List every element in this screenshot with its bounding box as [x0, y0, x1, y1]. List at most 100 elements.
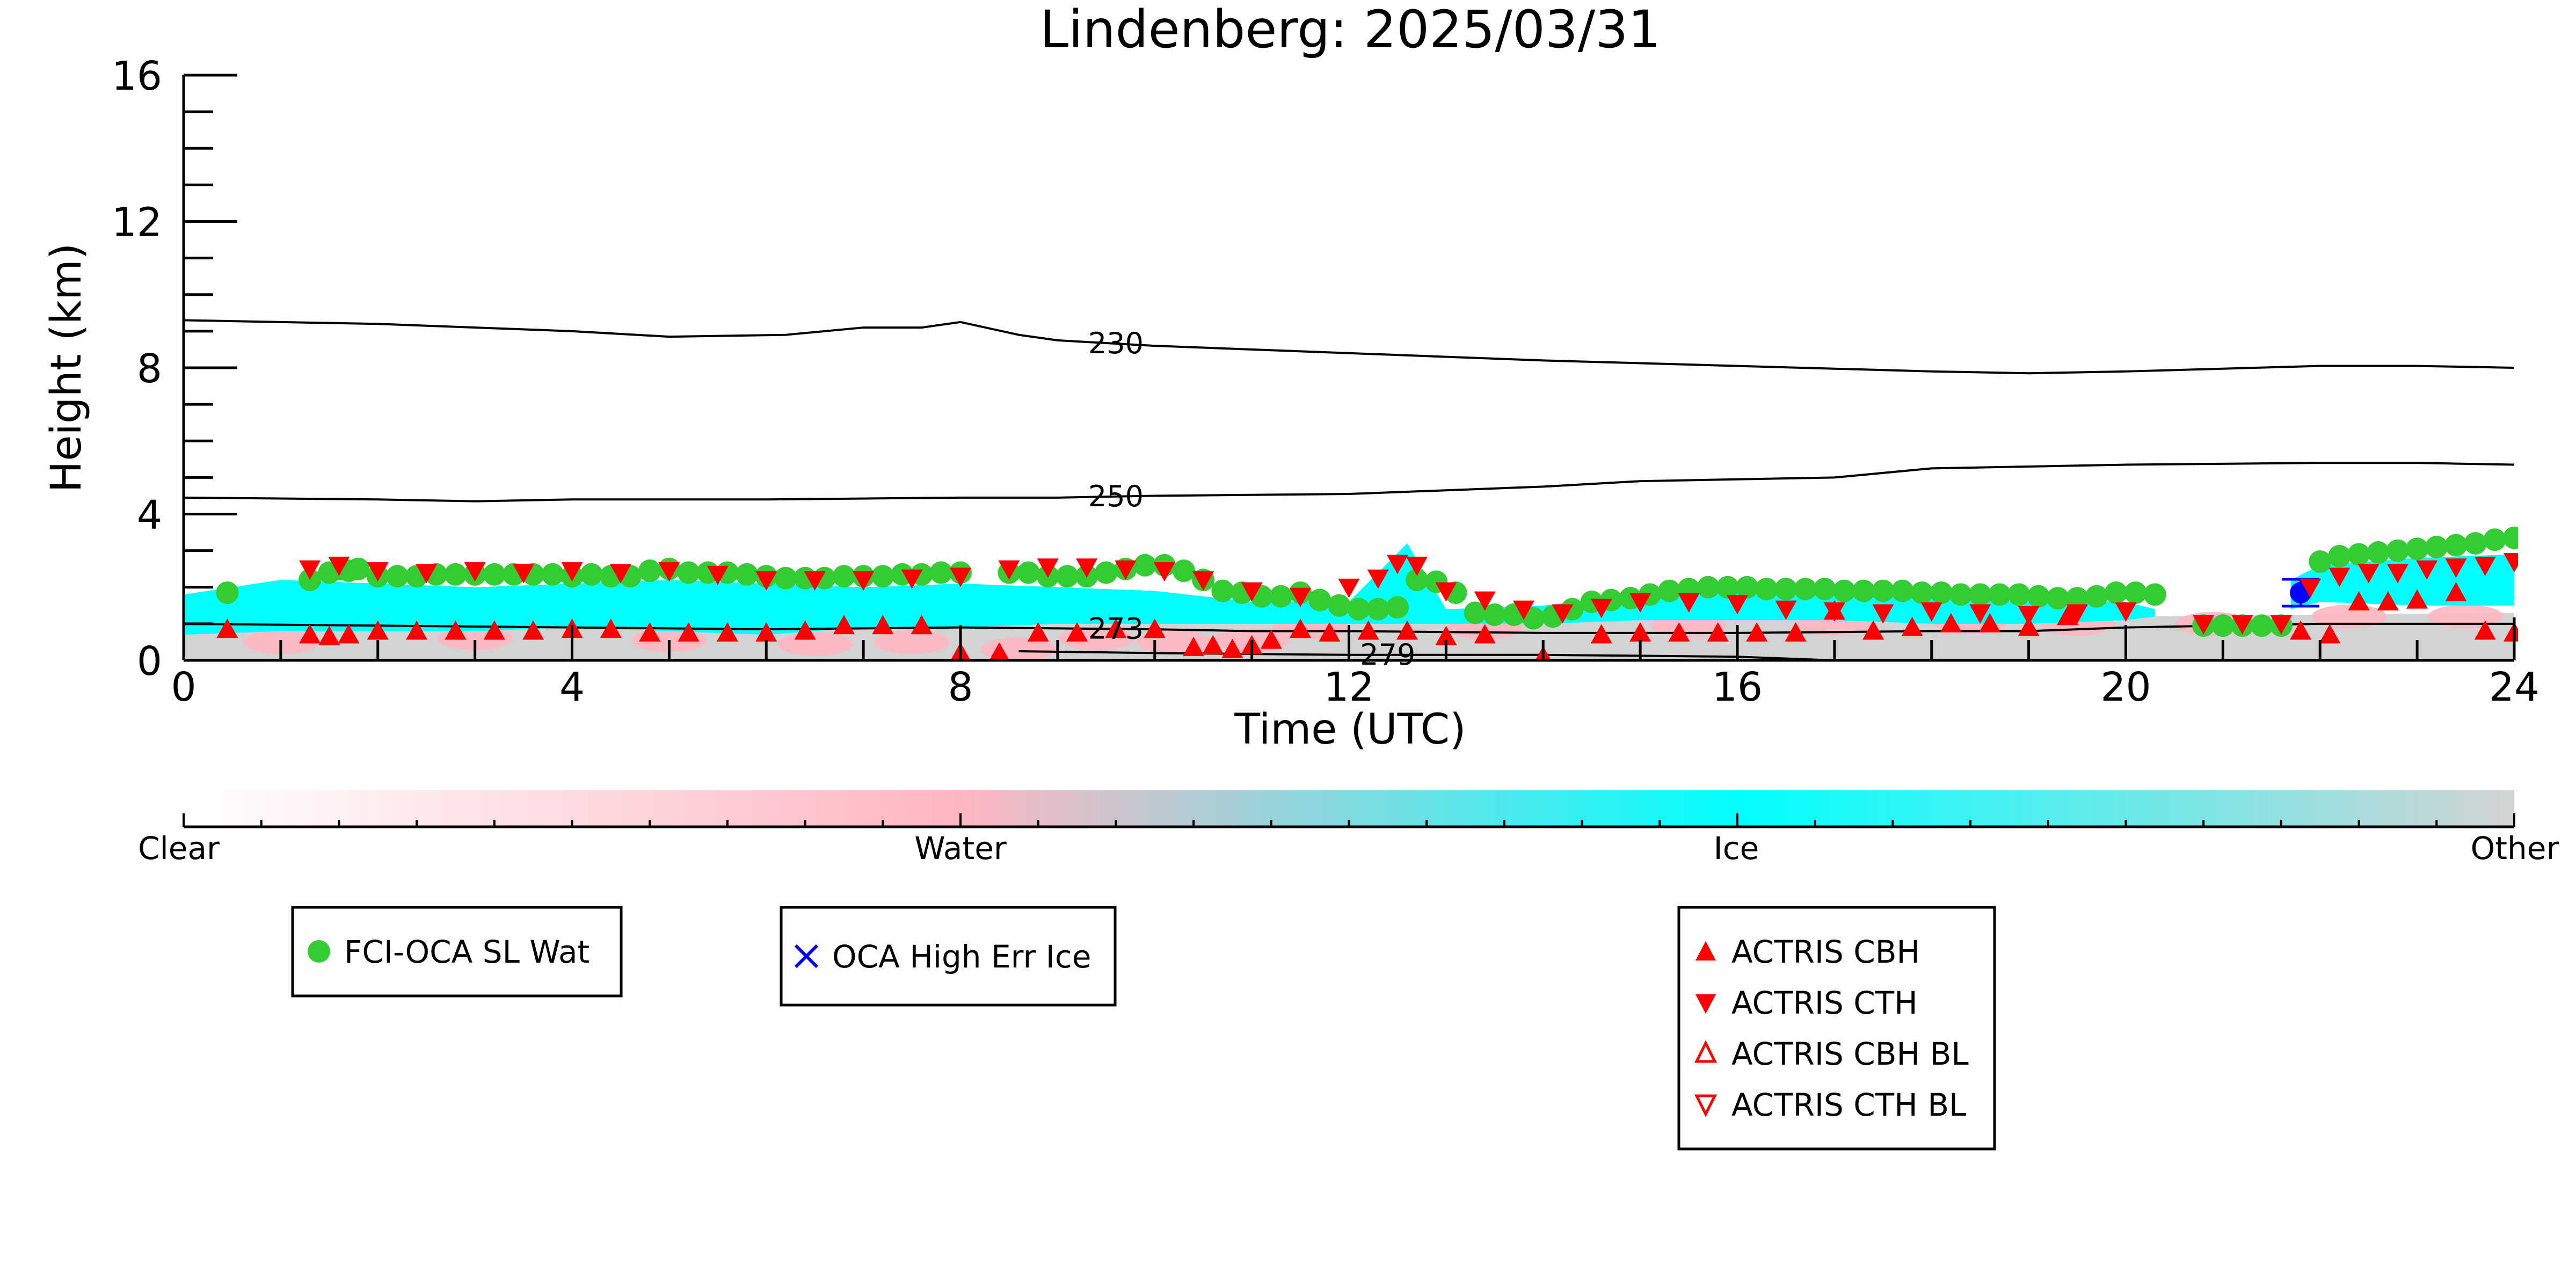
data-point-triangle-up [1260, 629, 1282, 649]
contour-label-279: 279 [1360, 638, 1415, 672]
data-point-circle [541, 563, 564, 586]
data-point-triangle-up [678, 622, 700, 642]
legend-label-cbh-bl: ACTRIS CBH BL [1731, 1036, 1969, 1072]
data-point-circle [1910, 581, 1933, 604]
data-point-triangle-up [522, 620, 544, 640]
data-point-triangle-down [755, 571, 777, 591]
y-tick-label: 4 [137, 492, 162, 539]
data-point-triangle-down [1552, 604, 1574, 624]
data-point-circle [1056, 565, 1079, 588]
data-point-triangle-down [2193, 615, 2215, 635]
data-point-triangle-down [1872, 604, 1894, 624]
data-point-circle [1308, 588, 1331, 612]
data-point-circle [483, 563, 506, 586]
data-point-triangle-down [804, 571, 826, 591]
data-point-triangle-down [2386, 564, 2408, 584]
data-point-triangle-down [1153, 562, 1175, 582]
data-point-circle [1406, 569, 1429, 592]
data-point-circle [929, 561, 952, 584]
data-point-triangle-up [2406, 589, 2428, 609]
x-tick-label: 12 [1323, 664, 1374, 710]
legend-triangle-up-marker [1695, 941, 1716, 960]
data-point-circle [1755, 578, 1778, 601]
data-point-triangle-up [2348, 591, 2370, 610]
data-point-triangle-down [2474, 556, 2496, 576]
data-point-triangle-down [1115, 560, 1137, 580]
data-point-circle [1328, 594, 1351, 617]
data-point-circle [1697, 576, 1720, 599]
data-point-triangle-up [600, 618, 622, 638]
x-axis-label: Time (UTC) [1234, 705, 1466, 754]
data-point-triangle-up [1785, 622, 1807, 642]
legend-oca-high-err: OCA High Err Ice [780, 906, 1117, 1007]
legend-label-cth: ACTRIS CTH [1731, 985, 1918, 1021]
data-point-triangle-down [2231, 615, 2253, 635]
data-point-circle [2066, 587, 2089, 610]
data-point-circle [1269, 585, 1292, 608]
data-point-circle [2483, 528, 2506, 551]
ice-class-band [184, 543, 2155, 635]
series-actris-cbh [216, 581, 2518, 660]
data-point-triangle-up [794, 620, 816, 640]
data-point-triangle-up [1707, 622, 1729, 642]
data-point-circle [2007, 583, 2031, 606]
data-point-circle [2367, 541, 2390, 564]
data-point-triangle-down [2066, 604, 2089, 624]
data-point-circle [1133, 554, 1156, 577]
data-point-triangle-down [1386, 555, 1408, 574]
data-point-triangle-down [1590, 599, 1612, 618]
data-point-circle [1366, 598, 1389, 621]
legend-label: OCA High Err Ice [832, 938, 1091, 975]
data-point-triangle-down [1513, 600, 1535, 620]
data-point-circle [1891, 579, 1914, 602]
data-series [216, 526, 2518, 660]
data-point-triangle-up [911, 615, 933, 635]
water-class-patch [777, 632, 853, 656]
x-tick-label: 16 [1712, 664, 1763, 710]
data-point-triangle-up [299, 624, 321, 644]
data-point-circle [2425, 535, 2448, 558]
data-point-circle [638, 559, 661, 583]
legend-label: FCI-OCA SL Wat [344, 934, 590, 970]
y-axis-label: Height (km) [42, 243, 91, 493]
data-point-triangle-up [2018, 616, 2040, 636]
data-point-circle [1017, 561, 1040, 584]
data-point-triangle-down [2300, 578, 2322, 598]
data-point-circle [677, 561, 700, 584]
legend-box [291, 906, 623, 998]
data-point-triangle-up [1290, 618, 1312, 638]
data-point-circle [1949, 583, 1973, 606]
y-tick-label: 16 [112, 53, 162, 99]
data-point-triangle-up [1202, 635, 1224, 654]
legend-label-cbh: ACTRIS CBH [1731, 934, 1920, 970]
data-point-triangle-down [2018, 606, 2040, 625]
data-point-triangle-down [1969, 604, 1991, 624]
y-tick-label: 8 [137, 346, 162, 392]
legend-circle-marker [308, 940, 330, 963]
y-tick-label: 12 [112, 200, 162, 246]
data-point-circle [1832, 579, 1855, 602]
data-point-circle [1173, 559, 1196, 583]
legend-triangle-down-open-marker [1694, 1094, 1718, 1117]
data-point-triangle-up [2056, 606, 2078, 625]
data-point-triangle-down [998, 560, 1020, 580]
data-point-circle [1794, 578, 1817, 601]
data-point-triangle-down [464, 562, 486, 582]
data-point-triangle-down [1192, 571, 1214, 591]
data-point-circle [736, 563, 759, 586]
data-point-circle [2309, 550, 2332, 573]
series-actris-cth [299, 553, 2518, 635]
data-point-triangle-down [950, 567, 971, 587]
data-point-circle [1347, 598, 1370, 621]
data-point-triangle-up [989, 642, 1010, 660]
x-tick-label: 8 [948, 664, 973, 710]
data-point-triangle-down [853, 571, 875, 591]
data-point-triangle-down [2504, 553, 2518, 573]
data-point-circle [832, 565, 855, 588]
contour-label-273: 273 [1088, 612, 1144, 645]
data-point-triangle-down [561, 562, 583, 582]
axis-ticks: 0 4 8 12 16 20 24 0 4 8 12 16 [112, 53, 2539, 710]
data-point-triangle-down [1629, 593, 1651, 613]
legend-box [780, 906, 1117, 1007]
data-point-triangle-up [1590, 624, 1612, 644]
